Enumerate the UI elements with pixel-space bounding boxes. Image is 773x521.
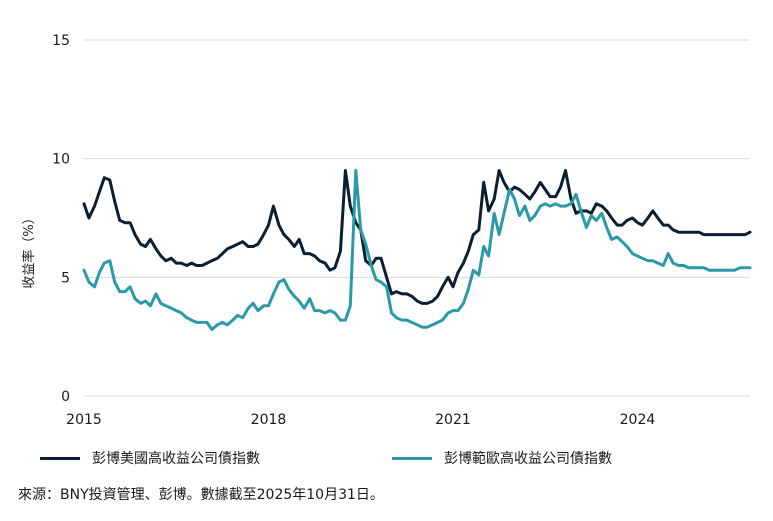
- legend-item-us-high-yield: 彭博美國高收益公司債指數: [40, 448, 260, 468]
- y-tick-label: 15: [52, 33, 70, 49]
- y-tick-labels: 0 5 10 15: [52, 33, 70, 405]
- line-chart: 0 5 10 15 2015 2018 2021 2024 收益率（%）: [21, 33, 752, 428]
- legend-swatch-pan-euro-high-yield: [392, 456, 432, 460]
- y-tick-label: 5: [61, 270, 70, 286]
- y-axis-label: 收益率（%）: [21, 211, 37, 288]
- y-tick-label: 0: [61, 389, 70, 405]
- series-line-pan-euro-high-yield: [82, 169, 752, 331]
- x-tick-label: 2021: [435, 412, 471, 428]
- legend-label-us-high-yield: 彭博美國高收益公司債指數: [92, 451, 260, 467]
- source-note: 來源：BNY投資管理、彭博。數據截至2025年10月31日。: [18, 487, 384, 503]
- x-tick-labels: 2015 2018 2021 2024: [66, 412, 655, 428]
- x-tick-label: 2018: [251, 412, 287, 428]
- legend-item-pan-euro-high-yield: 彭博範歐高收益公司債指數: [392, 448, 612, 468]
- y-tick-label: 10: [52, 152, 70, 168]
- x-tick-label: 2015: [66, 412, 102, 428]
- legend: 彭博美國高收益公司債指數 彭博範歐高收益公司債指數: [40, 448, 740, 472]
- series-line-us-high-yield: [82, 169, 752, 305]
- x-tick-label: 2024: [620, 412, 656, 428]
- legend-label-pan-euro-high-yield: 彭博範歐高收益公司債指數: [444, 451, 612, 467]
- series-lines: [82, 169, 752, 331]
- y-grid: [84, 39, 750, 397]
- legend-swatch-us-high-yield: [40, 456, 80, 460]
